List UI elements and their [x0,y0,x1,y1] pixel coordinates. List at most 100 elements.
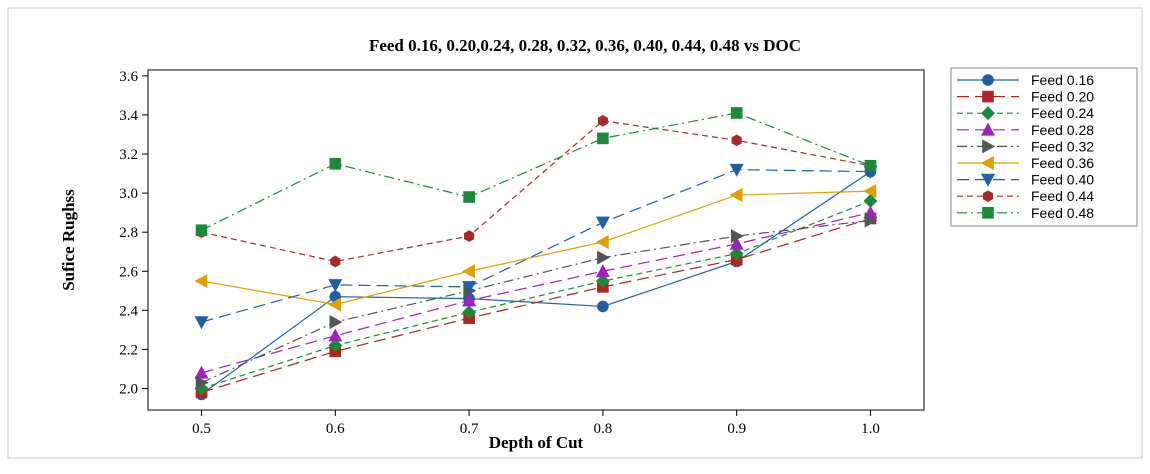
legend-label: Feed 0.24 [1031,105,1094,121]
x-axis: 0.5 0.6 0.7 0.8 0.9 1.0 [192,410,880,437]
legend-item: Feed 0.44 [957,188,1094,204]
legend-item: Feed 0.48 [957,205,1094,221]
series-line [201,120,871,263]
plot-area [147,69,925,411]
x-tick-label: 1.0 [861,421,880,437]
legend-item: Feed 0.16 [957,72,1094,88]
y-axis: 2.0 2.2 2.4 2.6 2.8 3.0 3.2 3.4 3.6 [119,69,148,398]
legend-label: Feed 0.32 [1031,138,1094,154]
data-point [729,188,743,203]
data-point [330,255,341,268]
data-point [194,274,208,289]
data-point [864,213,878,228]
data-point [464,230,475,242]
legend-label: Feed 0.16 [1031,72,1094,88]
legend-marker [982,207,994,219]
y-tick-label: 2.0 [119,382,138,398]
chart-title: Feed 0.16, 0.20,0.24, 0.28, 0.32, 0.36, … [369,36,801,55]
data-point [328,328,343,342]
legend-marker [980,155,994,171]
x-tick-label: 0.9 [727,421,746,437]
data-point [729,163,744,177]
data-point [328,338,343,353]
data-point [462,293,477,307]
data-point [328,279,343,293]
data-point [329,315,343,330]
data-point [597,300,609,313]
data-point [194,316,209,330]
series-3 [194,193,878,396]
series-line [201,212,871,374]
y-tick-label: 2.2 [119,342,138,358]
y-tick-label: 3.0 [119,186,138,202]
series-line [201,217,871,393]
data-point [462,281,477,295]
legend-item: Feed 0.32 [957,138,1094,154]
data-point [463,191,475,203]
x-tick-label: 0.8 [594,421,613,437]
data-point [730,107,743,119]
y-tick-label: 2.6 [119,264,138,280]
y-tick-label: 3.4 [119,108,138,124]
data-point [595,264,610,278]
series-6 [194,184,877,312]
data-point [729,246,744,261]
x-axis-label: Depth of Cut [489,433,584,452]
data-point [595,274,610,288]
data-point [730,229,744,244]
series-layer [194,107,878,401]
data-point [597,114,608,127]
legend-item: Feed 0.36 [957,155,1094,171]
y-tick-label: 2.4 [119,303,138,319]
y-tick-label: 3.6 [119,69,138,85]
data-point [731,134,742,147]
series-line [201,112,871,231]
legend-box [950,67,1138,227]
series-7 [194,163,878,330]
legend-marker [981,106,995,121]
series-line [201,190,871,306]
legend-label: Feed 0.48 [1031,205,1094,221]
data-point [461,264,475,279]
legend-marker [980,173,996,187]
legend-label: Feed 0.28 [1031,122,1094,138]
data-point [462,305,477,320]
series-4 [194,205,878,379]
data-point [863,184,877,199]
data-point [329,157,342,170]
y-tick-label: 3.2 [119,147,138,163]
x-tick-label: 0.7 [460,421,479,437]
data-point [595,216,610,230]
legend-label: Feed 0.44 [1031,188,1094,204]
data-point [597,132,609,145]
y-axis-label: Sufice Rughss [59,189,78,291]
data-point [328,297,342,312]
legend-item: Feed 0.28 [957,122,1094,138]
series-line [201,219,871,384]
legend-label: Feed 0.20 [1031,89,1094,105]
legend-marker [982,74,994,86]
legend-marker [982,190,994,203]
x-tick-label: 0.6 [326,421,345,437]
data-point [194,365,209,379]
data-point [864,159,877,172]
legend-item: Feed 0.24 [957,105,1094,121]
data-point [195,224,208,237]
data-point [729,236,744,250]
data-point [597,250,611,265]
legend-marker [980,122,996,136]
series-line [201,169,871,323]
series-9 [195,107,877,237]
legend-label: Feed 0.40 [1031,172,1094,188]
y-tick-label: 2.8 [119,225,138,241]
legend-item: Feed 0.40 [957,172,1094,188]
x-tick-label: 0.5 [192,421,211,437]
data-point [595,234,609,249]
legend-item: Feed 0.20 [957,89,1094,105]
legend-label: Feed 0.36 [1031,155,1094,171]
legend-marker [982,139,996,154]
data-point [195,375,209,390]
